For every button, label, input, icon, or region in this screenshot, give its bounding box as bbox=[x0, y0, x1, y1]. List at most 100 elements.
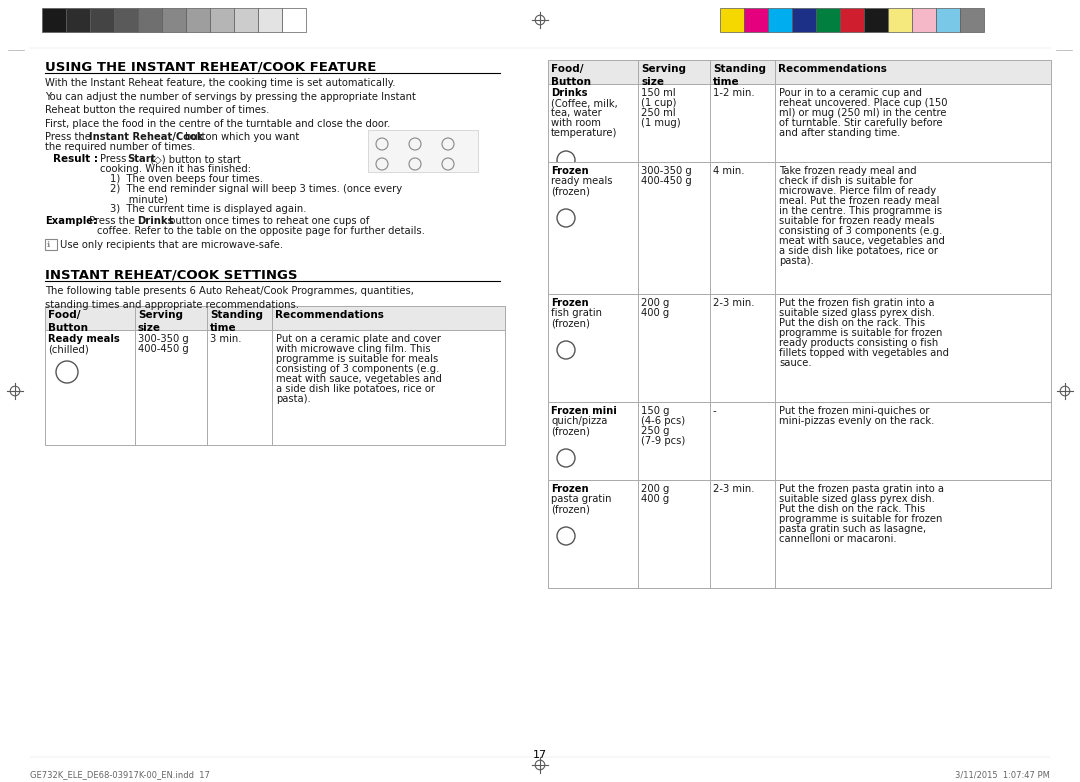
Text: USING THE INSTANT REHEAT/COOK FEATURE: USING THE INSTANT REHEAT/COOK FEATURE bbox=[45, 60, 376, 73]
Text: tea, water: tea, water bbox=[551, 108, 602, 118]
Text: Put on a ceramic plate and cover: Put on a ceramic plate and cover bbox=[276, 334, 441, 344]
Text: (frozen): (frozen) bbox=[551, 426, 590, 436]
Text: meat with sauce, vegetables and: meat with sauce, vegetables and bbox=[779, 236, 945, 246]
Text: Food/
Button: Food/ Button bbox=[48, 310, 87, 333]
Text: Drinks: Drinks bbox=[137, 216, 174, 226]
Text: 200 g: 200 g bbox=[642, 484, 670, 494]
Text: ℹ: ℹ bbox=[46, 240, 50, 249]
Text: Standing
time: Standing time bbox=[210, 310, 264, 333]
Text: Result :: Result : bbox=[53, 154, 98, 164]
Bar bbox=[66, 8, 90, 32]
Text: button once times to reheat one cups of: button once times to reheat one cups of bbox=[166, 216, 369, 226]
Text: 3/11/2015  1:07:47 PM: 3/11/2015 1:07:47 PM bbox=[955, 770, 1050, 779]
Text: pasta gratin: pasta gratin bbox=[551, 494, 611, 504]
Text: 3)  The current time is displayed again.: 3) The current time is displayed again. bbox=[110, 204, 307, 214]
Bar bbox=[548, 402, 1051, 480]
Bar bbox=[744, 8, 768, 32]
Text: the required number of times.: the required number of times. bbox=[45, 142, 195, 152]
Text: and after standing time.: and after standing time. bbox=[779, 128, 901, 138]
Text: Standing
time: Standing time bbox=[713, 64, 766, 87]
Bar bbox=[548, 60, 1051, 84]
Bar bbox=[114, 8, 138, 32]
Bar bbox=[912, 8, 936, 32]
Text: (Coffee, milk,: (Coffee, milk, bbox=[551, 98, 618, 108]
Text: The following table presents 6 Auto Reheat/Cook Programmes, quantities,
standing: The following table presents 6 Auto Rehe… bbox=[45, 286, 414, 310]
Text: fillets topped with vegetables and: fillets topped with vegetables and bbox=[779, 348, 949, 358]
Text: quich/pizza: quich/pizza bbox=[551, 416, 607, 426]
Text: (1 mug): (1 mug) bbox=[642, 118, 680, 128]
Text: consisting of 3 components (e.g.: consisting of 3 components (e.g. bbox=[276, 364, 440, 374]
Text: in the centre. This programme is: in the centre. This programme is bbox=[779, 206, 942, 216]
Text: mini-pizzas evenly on the rack.: mini-pizzas evenly on the rack. bbox=[779, 416, 934, 426]
Text: Put the dish on the rack. This: Put the dish on the rack. This bbox=[779, 504, 926, 514]
Bar bbox=[162, 8, 186, 32]
Text: meat with sauce, vegetables and: meat with sauce, vegetables and bbox=[276, 374, 442, 384]
Bar bbox=[768, 8, 792, 32]
Text: 400-450 g: 400-450 g bbox=[642, 176, 692, 186]
Text: 300-350 g: 300-350 g bbox=[138, 334, 189, 344]
Text: Serving
size: Serving size bbox=[642, 64, 686, 87]
Text: Put the frozen pasta gratin into a: Put the frozen pasta gratin into a bbox=[779, 484, 944, 494]
Text: 400 g: 400 g bbox=[642, 494, 670, 504]
Bar bbox=[548, 480, 1051, 588]
Text: cannelloni or macaroni.: cannelloni or macaroni. bbox=[779, 534, 896, 544]
Bar bbox=[548, 294, 1051, 402]
Bar bbox=[888, 8, 912, 32]
Text: 1-2 min.: 1-2 min. bbox=[713, 88, 755, 98]
Text: check if dish is suitable for: check if dish is suitable for bbox=[779, 176, 913, 186]
Text: fish gratin: fish gratin bbox=[551, 308, 602, 318]
Bar bbox=[45, 330, 505, 445]
Text: meal. Put the frozen ready meal: meal. Put the frozen ready meal bbox=[779, 196, 940, 206]
Text: ml) or mug (250 ml) in the centre: ml) or mug (250 ml) in the centre bbox=[779, 108, 946, 118]
Text: Press: Press bbox=[100, 154, 130, 164]
Text: 400-450 g: 400-450 g bbox=[138, 344, 189, 354]
Text: pasta).: pasta). bbox=[276, 394, 311, 404]
Text: (◇) button to start: (◇) button to start bbox=[147, 154, 241, 164]
Text: 300-350 g: 300-350 g bbox=[642, 166, 692, 176]
Text: Recommendations: Recommendations bbox=[275, 310, 383, 320]
Bar bbox=[840, 8, 864, 32]
Bar bbox=[960, 8, 984, 32]
Bar bbox=[45, 306, 505, 330]
Text: 2)  The end reminder signal will beep 3 times. (once every: 2) The end reminder signal will beep 3 t… bbox=[110, 184, 402, 194]
Text: Frozen: Frozen bbox=[551, 484, 589, 494]
Text: (4-6 pcs): (4-6 pcs) bbox=[642, 416, 685, 426]
Text: (frozen): (frozen) bbox=[551, 318, 590, 328]
Text: -: - bbox=[713, 406, 717, 416]
Bar bbox=[368, 130, 478, 172]
Text: a side dish like potatoes, rice or: a side dish like potatoes, rice or bbox=[779, 246, 939, 256]
Text: with microwave cling film. This: with microwave cling film. This bbox=[276, 344, 431, 354]
Bar bbox=[548, 162, 1051, 294]
Text: ready products consisting o fish: ready products consisting o fish bbox=[779, 338, 939, 348]
Text: Frozen: Frozen bbox=[551, 166, 589, 176]
Text: Frozen mini: Frozen mini bbox=[551, 406, 617, 416]
Text: with room: with room bbox=[551, 118, 600, 128]
Text: (7-9 pcs): (7-9 pcs) bbox=[642, 436, 685, 446]
Bar bbox=[816, 8, 840, 32]
Text: pasta gratin such as lasagne,: pasta gratin such as lasagne, bbox=[779, 524, 927, 534]
Text: 150 ml: 150 ml bbox=[642, 88, 676, 98]
Text: (frozen): (frozen) bbox=[551, 504, 590, 514]
Text: suitable for frozen ready meals: suitable for frozen ready meals bbox=[779, 216, 934, 226]
Text: Recommendations: Recommendations bbox=[778, 64, 887, 74]
Text: INSTANT REHEAT/COOK SETTINGS: INSTANT REHEAT/COOK SETTINGS bbox=[45, 268, 297, 281]
Text: consisting of 3 components (e.g.: consisting of 3 components (e.g. bbox=[779, 226, 943, 236]
Text: 400 g: 400 g bbox=[642, 308, 670, 318]
Bar bbox=[186, 8, 210, 32]
Text: 250 g: 250 g bbox=[642, 426, 670, 436]
Text: 3 min.: 3 min. bbox=[210, 334, 242, 344]
Text: Frozen: Frozen bbox=[551, 298, 589, 308]
Bar bbox=[864, 8, 888, 32]
Text: programme is suitable for frozen: programme is suitable for frozen bbox=[779, 328, 943, 338]
Text: of turntable. Stir carefully before: of turntable. Stir carefully before bbox=[779, 118, 943, 128]
Bar bbox=[792, 8, 816, 32]
Bar bbox=[258, 8, 282, 32]
Text: 4 min.: 4 min. bbox=[713, 166, 744, 176]
Text: Instant Reheat/Cook: Instant Reheat/Cook bbox=[89, 132, 203, 142]
Text: 17: 17 bbox=[532, 750, 548, 760]
Text: Ready meals: Ready meals bbox=[48, 334, 120, 344]
Text: Drinks: Drinks bbox=[551, 88, 588, 98]
Text: cooking. When it has finished:: cooking. When it has finished: bbox=[100, 164, 251, 174]
Text: sauce.: sauce. bbox=[779, 358, 812, 368]
Text: coffee. Refer to the table on the opposite page for further details.: coffee. Refer to the table on the opposi… bbox=[97, 226, 424, 236]
